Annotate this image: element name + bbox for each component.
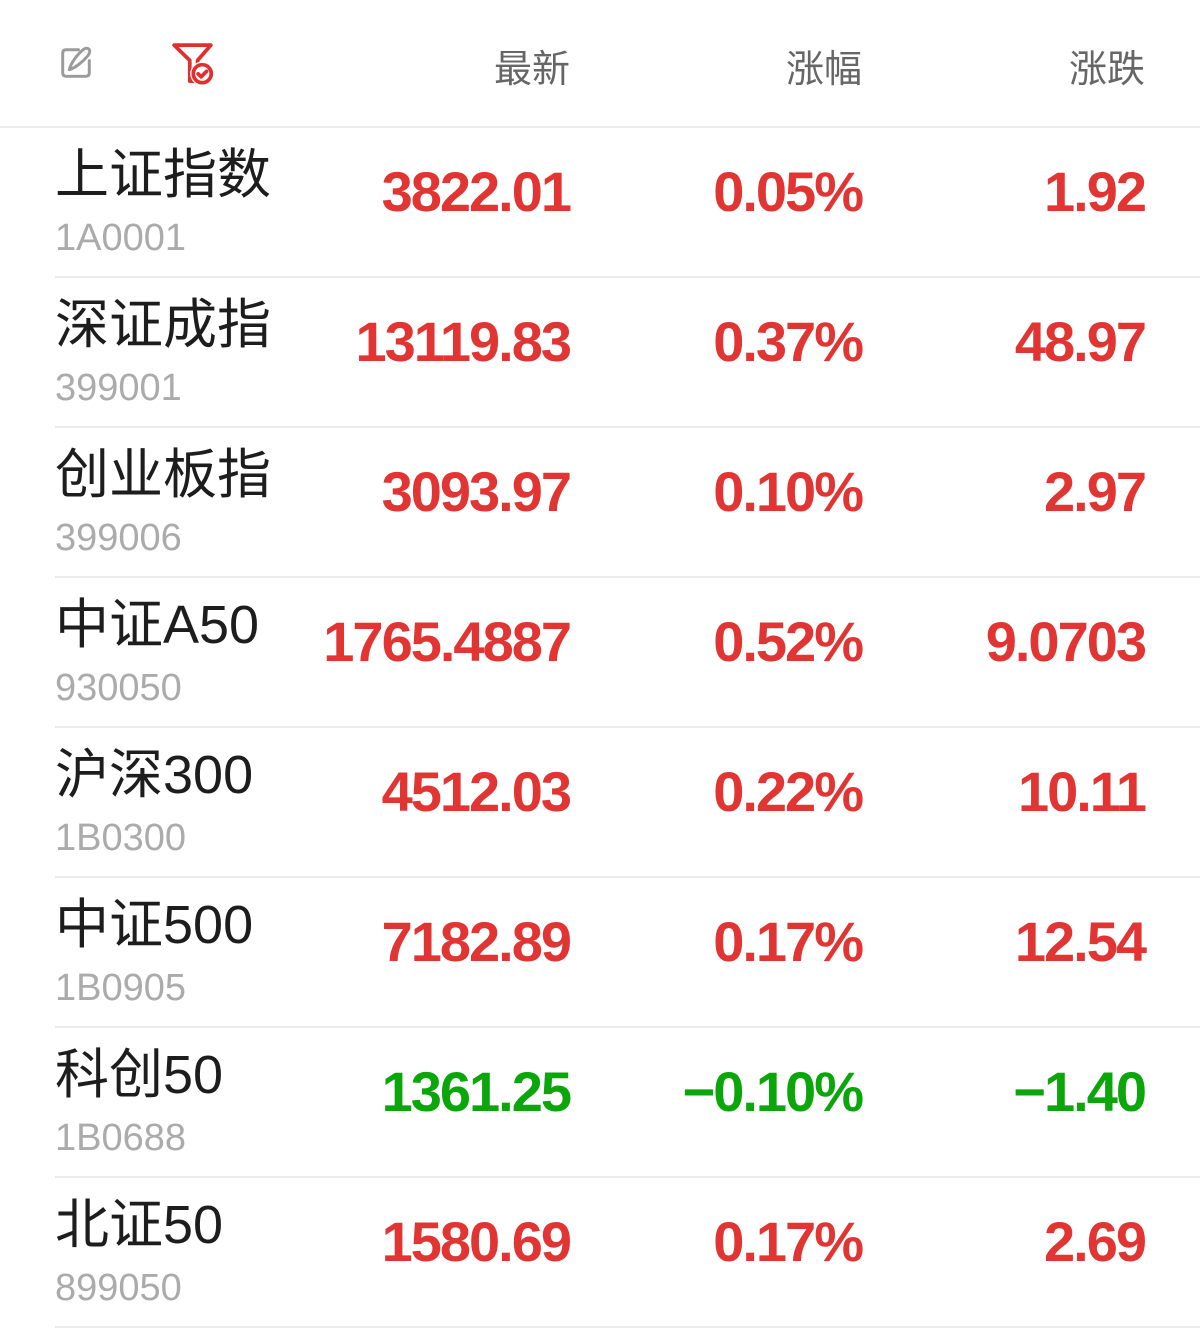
index-change-percent: 0.05% xyxy=(713,160,864,223)
index-row[interactable]: 科创50 1B0688 1361.25 −0.10% −1.40 xyxy=(0,1028,1200,1178)
index-change-percent: 0.37% xyxy=(713,310,864,373)
index-code: 1B0905 xyxy=(55,967,187,1010)
index-row[interactable]: 创业板指 399006 3093.97 0.10% 2.97 xyxy=(0,428,1200,578)
index-row[interactable]: 深证成指 399001 13119.83 0.37% 48.97 xyxy=(0,278,1200,428)
index-code: 1B0688 xyxy=(55,1117,187,1160)
index-code: 930050 xyxy=(55,667,182,710)
index-change-percent: −0.10% xyxy=(682,1060,865,1123)
index-last-price: 1765.4887 xyxy=(323,610,572,673)
index-name: 创业板指 xyxy=(55,445,271,506)
index-last-price: 13119.83 xyxy=(355,310,572,373)
index-last-price: 4512.03 xyxy=(381,760,572,823)
index-name: 上证指数 xyxy=(55,145,271,206)
index-row[interactable]: 上证指数 1A0001 3822.01 0.05% 1.92 xyxy=(0,128,1200,278)
index-change: 2.97 xyxy=(1044,460,1147,523)
index-last-price: 3093.97 xyxy=(381,460,572,523)
index-name: 中证500 xyxy=(55,895,254,956)
index-change: −1.40 xyxy=(1013,1060,1147,1123)
index-code: 399006 xyxy=(55,517,182,560)
index-change: 48.97 xyxy=(1014,310,1147,373)
index-change: 9.0703 xyxy=(985,610,1147,673)
index-code: 1A0001 xyxy=(55,217,187,260)
column-header-change-percent[interactable]: 涨幅 xyxy=(785,49,862,91)
header-toolbar xyxy=(55,42,300,85)
index-name-cell: 科创50 1B0688 xyxy=(55,1044,300,1162)
index-change-percent: 0.22% xyxy=(713,760,864,823)
index-row[interactable]: 北证50 899050 1580.69 0.17% 2.69 xyxy=(0,1178,1200,1328)
index-code: 899050 xyxy=(55,1267,182,1310)
column-header-latest[interactable]: 最新 xyxy=(493,49,570,91)
index-change-percent: 0.17% xyxy=(713,1210,864,1273)
index-name-cell: 深证成指 399001 xyxy=(55,294,300,412)
column-header-change[interactable]: 涨跌 xyxy=(1068,49,1145,91)
index-last-price: 7182.89 xyxy=(381,910,572,973)
index-name-cell: 北证50 899050 xyxy=(55,1194,300,1312)
index-row[interactable]: 中证A50 930050 1765.4887 0.52% 9.0703 xyxy=(0,578,1200,728)
index-name-cell: 上证指数 1A0001 xyxy=(55,144,300,262)
index-name: 北证50 xyxy=(55,1195,224,1256)
index-change-percent: 0.17% xyxy=(713,910,864,973)
index-name: 深证成指 xyxy=(55,295,271,356)
index-change: 10.11 xyxy=(1017,760,1147,823)
index-name-cell: 沪深300 1B0300 xyxy=(55,744,300,862)
index-row[interactable]: 中证500 1B0905 7182.89 0.17% 12.54 xyxy=(0,878,1200,1028)
index-last-price: 1361.25 xyxy=(381,1060,572,1123)
index-change: 2.69 xyxy=(1044,1210,1147,1273)
index-change-percent: 0.10% xyxy=(713,460,864,523)
index-change: 1.92 xyxy=(1044,160,1147,223)
index-change: 12.54 xyxy=(1014,910,1147,973)
index-row[interactable]: 沪深300 1B0300 4512.03 0.22% 10.11 xyxy=(0,728,1200,878)
edit-icon xyxy=(61,46,92,78)
edit-list-button[interactable] xyxy=(55,42,97,84)
index-name: 科创50 xyxy=(55,1045,224,1106)
index-name-cell: 创业板指 399006 xyxy=(55,444,300,562)
index-code: 1B0300 xyxy=(55,817,187,860)
index-change-percent: 0.52% xyxy=(713,610,864,673)
index-last-price: 1580.69 xyxy=(381,1210,572,1273)
watchlist-header: 最新 涨幅 涨跌 xyxy=(0,0,1200,128)
index-name: 沪深300 xyxy=(55,745,254,806)
index-list: 上证指数 1A0001 3822.01 0.05% 1.92 深证成指 3990… xyxy=(0,128,1200,1328)
index-name-cell: 中证500 1B0905 xyxy=(55,894,300,1012)
index-last-price: 3822.01 xyxy=(381,160,572,223)
filter-button[interactable] xyxy=(169,42,216,85)
filter-checked-icon xyxy=(172,42,215,85)
index-name-cell: 中证A50 930050 xyxy=(55,594,300,712)
index-name: 中证A50 xyxy=(55,595,260,656)
index-code: 399001 xyxy=(55,367,182,410)
